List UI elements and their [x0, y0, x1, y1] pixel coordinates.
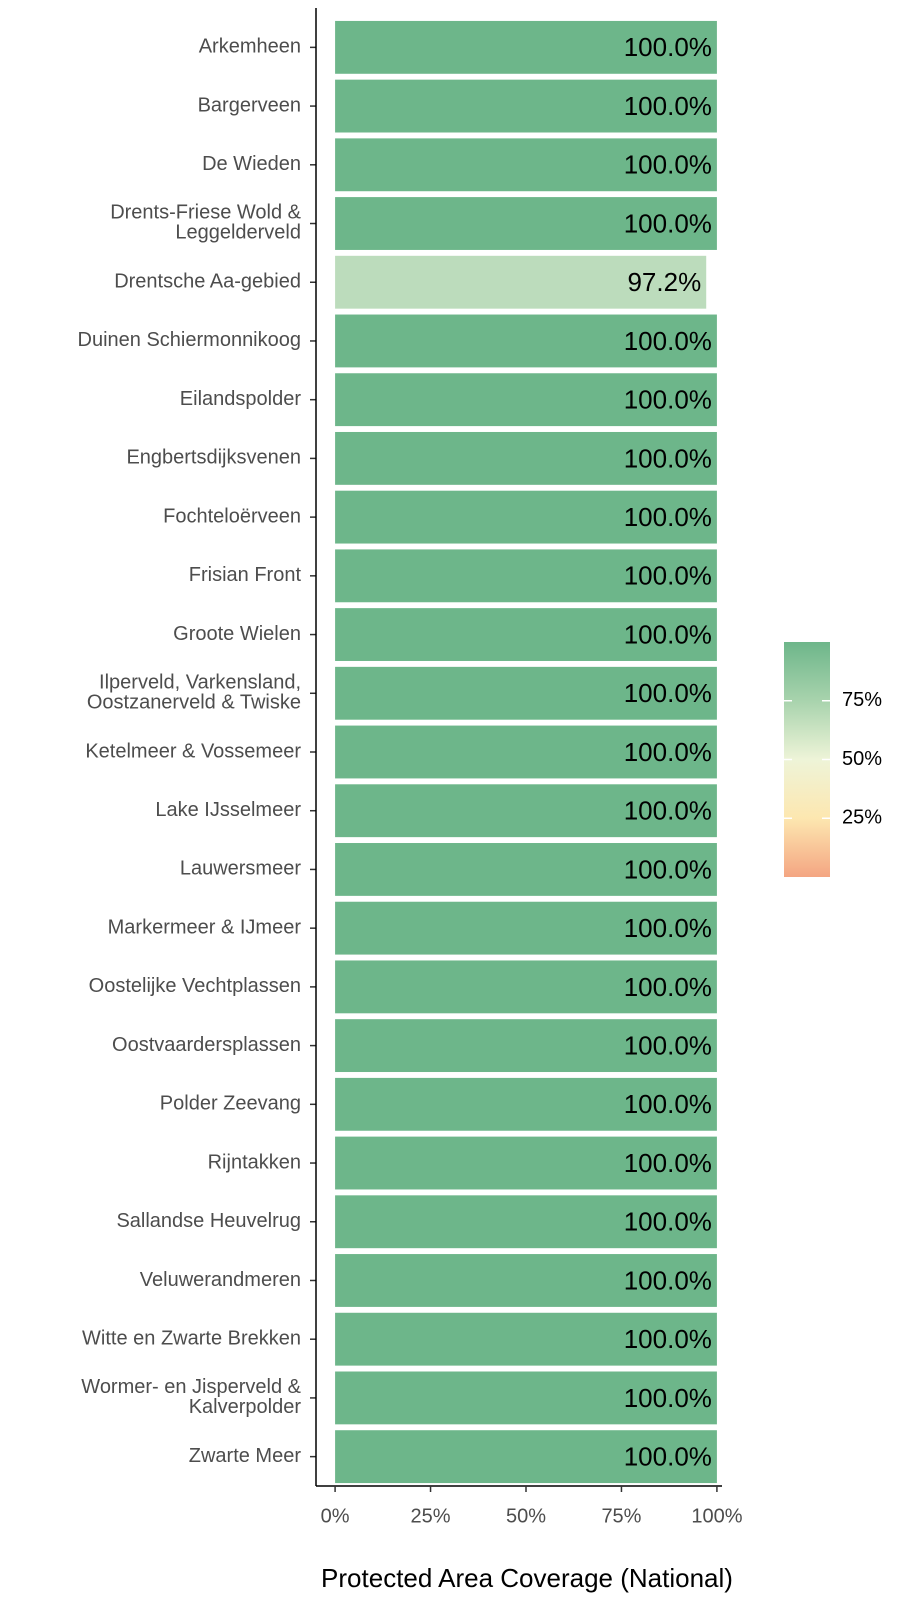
y-tick-label: Wormer- en Jisperveld & Kalverpolder — [81, 1376, 301, 1418]
value-label: 97.2% — [627, 267, 701, 297]
value-label: 100.0% — [624, 619, 712, 649]
x-tick-label: 75% — [601, 1505, 641, 1527]
x-tick-label: 25% — [411, 1505, 451, 1527]
bar — [335, 1019, 717, 1073]
value-label: 100.0% — [624, 1383, 712, 1413]
value-label: 100.0% — [624, 326, 712, 356]
bar — [335, 314, 717, 368]
bar — [335, 843, 717, 896]
bar — [335, 901, 717, 955]
value-label: 100.0% — [624, 1265, 712, 1295]
bar — [335, 197, 717, 250]
value-label: 100.0% — [624, 1207, 712, 1237]
value-label: 100.0% — [624, 1030, 712, 1060]
bar — [335, 960, 717, 1014]
value-label: 100.0% — [624, 796, 712, 826]
value-label: 100.0% — [624, 1148, 712, 1178]
y-tick-label: Eilandspolder — [180, 388, 302, 410]
y-tick-label: Engbertsdijksvenen — [126, 447, 301, 469]
bar — [335, 1371, 717, 1425]
bar — [335, 373, 717, 427]
y-tick-label: Polder Zeevang — [160, 1093, 301, 1115]
x-tick-label: 100% — [691, 1505, 742, 1527]
legend-label: 25% — [842, 807, 882, 829]
y-tick-label: Fochteloërveen — [163, 505, 301, 527]
bar — [335, 1195, 717, 1249]
y-tick-label: Markermeer & IJmeer — [108, 916, 302, 938]
y-tick-label: Drentsche Aa-gebied — [114, 271, 301, 293]
bar — [335, 725, 717, 779]
value-label: 100.0% — [624, 443, 712, 473]
y-tick-label: Veluwerandmeren — [140, 1269, 301, 1291]
x-axis-title: Protected Area Coverage (National) — [321, 1563, 733, 1593]
value-label: 100.0% — [624, 91, 712, 121]
y-tick-label: Zwarte Meer — [189, 1445, 302, 1467]
bar — [335, 1254, 717, 1307]
bar — [335, 549, 717, 603]
y-tick-label: Ilperveld, Varkensland, Oostzanerveld & T… — [87, 672, 301, 714]
value-label: 100.0% — [624, 502, 712, 532]
value-label: 100.0% — [624, 385, 712, 415]
y-tick-label: Ketelmeer & Vossemeer — [85, 740, 301, 762]
bar — [335, 666, 717, 720]
bar — [335, 1136, 717, 1190]
bar — [335, 138, 717, 192]
y-tick-label: Arkemheen — [199, 36, 301, 58]
bar — [335, 1077, 717, 1131]
value-label: 100.0% — [624, 972, 712, 1002]
y-tick-label: Sallandse Heuvelrug — [116, 1210, 301, 1232]
legend-label: 50% — [842, 748, 882, 770]
y-tick-label: Witte en Zwarte Brekken — [82, 1327, 301, 1349]
bar — [335, 1312, 717, 1366]
bar — [335, 490, 717, 544]
y-tick-label: Lake IJsselmeer — [155, 799, 301, 821]
value-label: 100.0% — [624, 208, 712, 238]
bar — [335, 79, 717, 133]
x-tick-label: 0% — [321, 1505, 350, 1527]
value-label: 100.0% — [624, 561, 712, 591]
bar — [335, 784, 717, 838]
value-label: 100.0% — [624, 150, 712, 180]
y-tick-label: Oostvaardersplassen — [112, 1034, 301, 1056]
value-label: 100.0% — [624, 913, 712, 943]
x-tick-label: 50% — [506, 1505, 546, 1527]
value-label: 100.0% — [624, 678, 712, 708]
y-tick-label: Groote Wielen — [173, 623, 301, 645]
bar — [335, 608, 717, 661]
bar — [335, 255, 707, 309]
y-tick-label: Rijntakken — [208, 1151, 301, 1173]
value-label: 100.0% — [624, 32, 712, 62]
value-label: 100.0% — [624, 1089, 712, 1119]
y-tick-label: Duinen Schiermonnikoog — [78, 329, 301, 351]
y-tick-label: Lauwersmeer — [180, 858, 302, 880]
y-tick-label: Oostelijke Vechtplassen — [89, 975, 301, 997]
y-tick-label: Drents-Friese Wold & Leggelderveld — [110, 202, 301, 244]
bar — [335, 431, 717, 485]
value-label: 100.0% — [624, 1324, 712, 1354]
legend-label: 75% — [842, 689, 882, 711]
y-tick-label: De Wieden — [202, 153, 301, 175]
value-label: 100.0% — [624, 1442, 712, 1472]
y-tick-label: Frisian Front — [189, 564, 302, 586]
y-tick-label: Bargerveen — [198, 94, 301, 116]
value-label: 100.0% — [624, 737, 712, 767]
bar — [335, 20, 717, 74]
value-label: 100.0% — [624, 854, 712, 884]
bar — [335, 1430, 717, 1484]
